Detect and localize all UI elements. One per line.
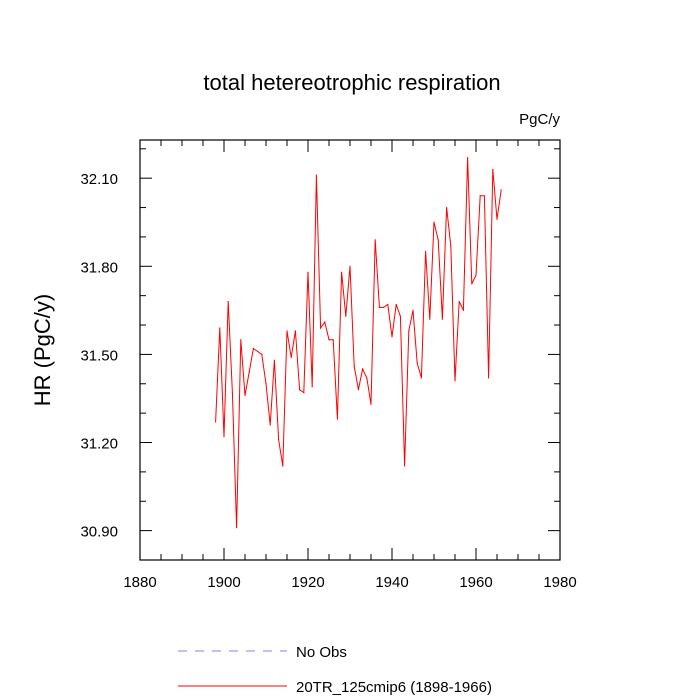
- data-point-1943: [404, 465, 406, 467]
- data-point-1918: [299, 389, 301, 391]
- data-point-1938: [383, 306, 385, 309]
- data-point-1963: [488, 377, 490, 379]
- data-point-1957: [462, 309, 464, 311]
- data-point-1955: [454, 380, 456, 382]
- series-points: [215, 157, 502, 529]
- x-tick-label: 1920: [291, 574, 324, 591]
- data-point-1920: [307, 271, 309, 273]
- chart-title: total hetereotrophic respiration: [203, 70, 500, 95]
- data-point-1950: [433, 221, 435, 223]
- data-point-1945: [412, 309, 414, 311]
- data-point-1930: [349, 265, 351, 267]
- data-point-1941: [395, 303, 397, 306]
- data-point-1965: [496, 218, 498, 220]
- data-point-1929: [345, 315, 347, 317]
- data-point-1962: [483, 195, 485, 197]
- data-point-1915: [286, 330, 288, 332]
- y-tick-label: 30.90: [80, 524, 118, 541]
- data-point-1961: [479, 195, 481, 197]
- data-point-1911: [269, 424, 271, 426]
- y-tick-label: 31.50: [80, 347, 118, 364]
- data-point-1906: [248, 371, 250, 373]
- data-point-1933: [362, 368, 364, 370]
- data-point-1935: [370, 403, 372, 405]
- legend-label-no-obs: No Obs: [296, 644, 347, 661]
- data-point-1905: [244, 394, 246, 397]
- y-axis-label: HR (PgC/y): [30, 294, 55, 406]
- data-point-1940: [391, 336, 393, 338]
- data-point-1947: [420, 377, 422, 379]
- data-point-1952: [441, 318, 443, 320]
- data-point-1901: [227, 300, 229, 303]
- legend: No Obs 20TR_125cmip6 (1898-1966): [178, 644, 492, 696]
- x-tick-label: 1900: [207, 574, 240, 591]
- data-point-1914: [282, 465, 284, 467]
- data-point-1916: [290, 356, 292, 358]
- data-point-1922: [315, 174, 317, 176]
- data-point-1960: [475, 274, 477, 276]
- x-tick-label: 1960: [459, 574, 492, 591]
- data-point-1902: [231, 391, 233, 394]
- y-tick-labels: 30.90 31.20 31.50 31.80 32.10: [80, 171, 118, 540]
- y-tick-label: 31.80: [80, 259, 118, 276]
- data-point-1939: [387, 303, 389, 306]
- axis-ticks: [139, 140, 561, 561]
- data-point-1949: [429, 318, 431, 320]
- data-point-1946: [416, 362, 418, 364]
- data-point-1934: [366, 377, 368, 379]
- data-point-1913: [278, 438, 280, 441]
- data-point-1932: [357, 389, 359, 391]
- x-tick-label: 1880: [123, 574, 156, 591]
- data-point-1910: [265, 383, 267, 385]
- plot-frame: [139, 139, 561, 561]
- units-label: PgC/y: [519, 111, 560, 128]
- data-point-1956: [458, 300, 460, 303]
- data-point-1954: [450, 245, 452, 247]
- y-tick-label: 32.10: [80, 171, 118, 188]
- data-point-1953: [446, 206, 448, 209]
- data-point-1907: [252, 347, 254, 350]
- data-point-1937: [378, 306, 380, 309]
- data-point-1912: [273, 359, 275, 361]
- data-point-1909: [261, 353, 263, 356]
- data-point-1926: [332, 339, 334, 341]
- data-point-1948: [425, 251, 427, 253]
- data-point-1919: [303, 391, 305, 394]
- data-point-1944: [408, 330, 410, 332]
- data-point-1899: [219, 327, 221, 329]
- data-point-1921: [311, 386, 313, 388]
- data-point-1928: [341, 271, 343, 273]
- data-point-1931: [353, 365, 355, 367]
- data-point-1966: [500, 189, 502, 191]
- x-tick-labels: 1880 1900 1920 1940 1960 1980: [123, 574, 576, 591]
- data-point-1951: [437, 239, 439, 241]
- data-point-1917: [294, 330, 296, 332]
- data-point-1936: [374, 239, 376, 241]
- data-point-1908: [257, 350, 259, 353]
- data-point-1959: [471, 283, 473, 285]
- x-tick-label: 1940: [375, 574, 408, 591]
- data-point-1964: [492, 168, 494, 170]
- data-point-1903: [236, 527, 238, 529]
- data-point-1898: [215, 421, 217, 423]
- data-point-1923: [320, 327, 322, 329]
- data-point-1927: [336, 418, 338, 420]
- data-point-1900: [223, 436, 225, 438]
- series-line-20tr: [215, 157, 502, 528]
- legend-label-20tr: 20TR_125cmip6 (1898-1966): [296, 679, 492, 696]
- data-point-1924: [324, 321, 326, 323]
- data-point-1925: [328, 339, 330, 341]
- data-point-1904: [240, 339, 242, 341]
- y-tick-label: 31.20: [80, 436, 118, 453]
- data-point-1942: [399, 315, 401, 317]
- data-point-1958: [467, 157, 469, 159]
- x-tick-label: 1980: [543, 574, 576, 591]
